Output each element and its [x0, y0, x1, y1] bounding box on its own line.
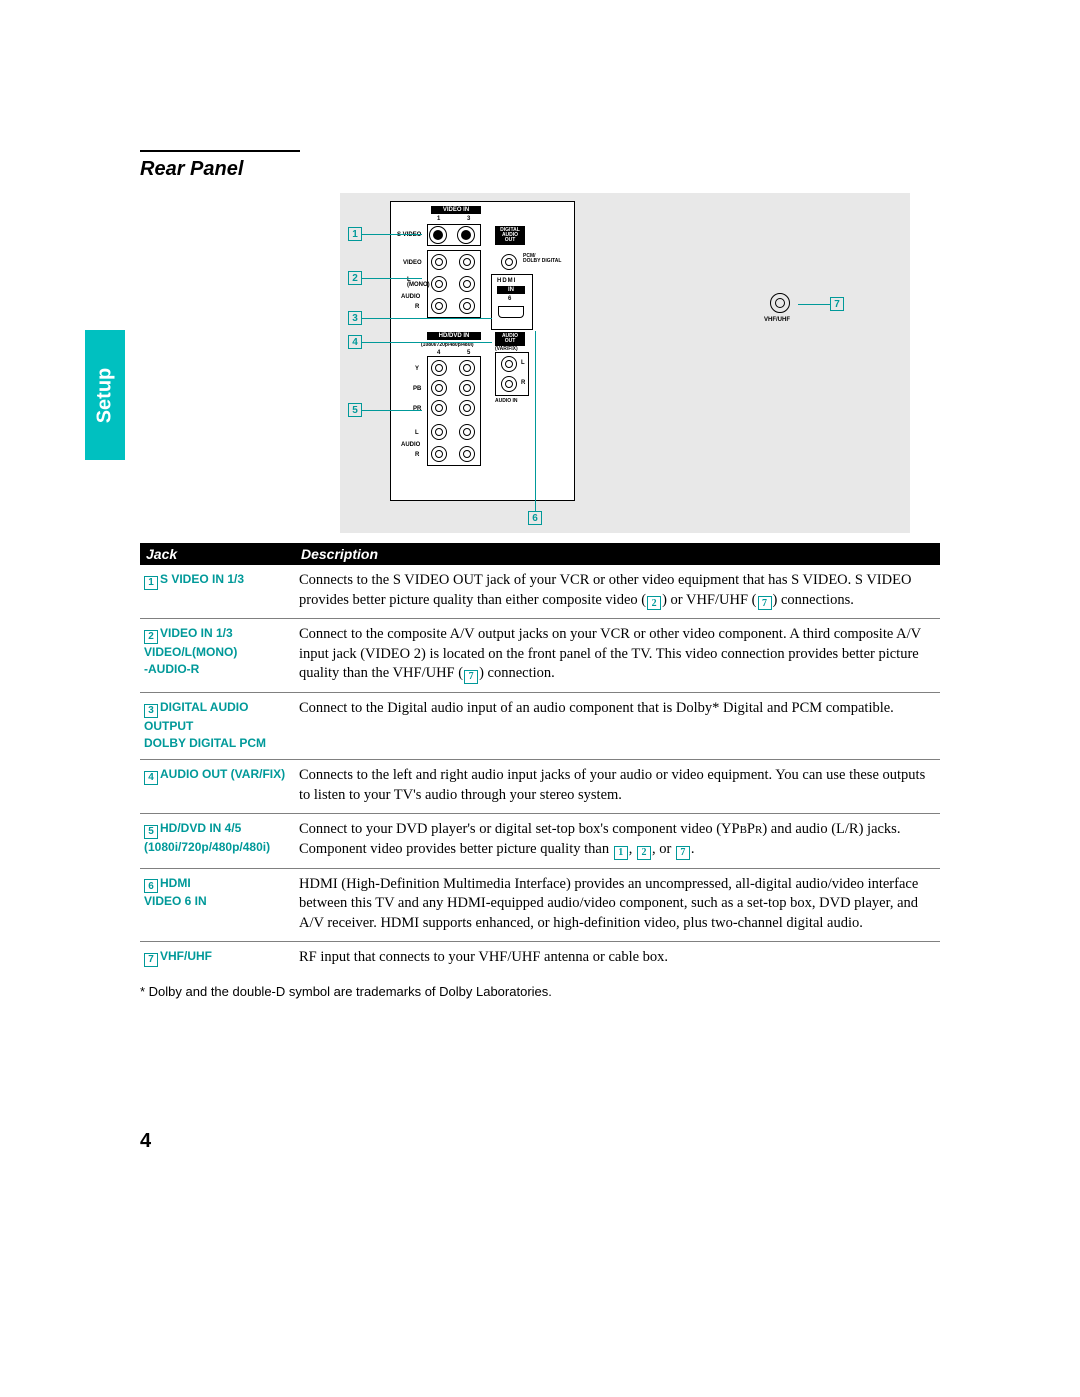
label-hddvd: HD/DVD IN: [427, 332, 481, 340]
table-row: 6HDMIVIDEO 6 INHDMI (High-Definition Mul…: [140, 868, 940, 942]
jack-label: S VIDEO IN 1/3: [160, 572, 244, 586]
section-tab: Setup: [85, 330, 125, 460]
callout-5: 5: [348, 403, 362, 417]
jack-cell: 6HDMIVIDEO 6 IN: [140, 868, 295, 942]
jack-label: AUDIO OUT (VAR/FIX): [160, 767, 285, 781]
jack-label: DIGITAL AUDIO OUTPUTDOLBY DIGITAL PCM: [144, 700, 266, 749]
description-cell: Connect to your DVD player's or digital …: [295, 814, 940, 868]
label-audio2: AUDIO: [401, 442, 420, 448]
callout-7: 7: [830, 297, 844, 311]
page-content: Rear Panel VIDEO IN 1 3 S VIDEO VIDEO L(…: [140, 150, 940, 999]
label-video: VIDEO: [403, 260, 422, 266]
th-jack: Jack: [140, 543, 295, 565]
jack-digital-audio: [501, 254, 517, 270]
lead-3: [362, 318, 492, 319]
label-l2: L: [415, 430, 419, 436]
title-rule: [140, 150, 300, 152]
table-row: 2VIDEO IN 1/3VIDEO/L(MONO)-AUDIO-RConnec…: [140, 619, 940, 693]
audio-out-frame: [495, 352, 529, 396]
page-title: Rear Panel: [140, 158, 940, 181]
callout-4: 4: [348, 335, 362, 349]
jack-number-box: 1: [144, 576, 158, 590]
inline-ref-box: 2: [647, 596, 661, 610]
rear-panel-diagram: VIDEO IN 1 3 S VIDEO VIDEO L(MONO) AUDIO…: [340, 193, 910, 533]
label-svideo: S VIDEO: [397, 232, 421, 238]
section-tab-label: Setup: [94, 367, 117, 423]
jack-cell: 2VIDEO IN 1/3VIDEO/L(MONO)-AUDIO-R: [140, 619, 295, 693]
footnote: * Dolby and the double-D symbol are trad…: [140, 984, 940, 999]
jack-cell: 7VHF/UHF: [140, 942, 295, 976]
callout-2: 2: [348, 271, 362, 285]
page-number: 4: [140, 1130, 151, 1153]
lead-7: [798, 304, 830, 305]
label-video-in: VIDEO IN: [431, 206, 481, 214]
callout-6: 6: [528, 511, 542, 525]
jack-cell: 3DIGITAL AUDIO OUTPUTDOLBY DIGITAL PCM: [140, 693, 295, 760]
label-audio-in: AUDIO IN: [495, 398, 518, 404]
hddvd-frame: [427, 356, 481, 466]
label-r: R: [415, 304, 419, 310]
label-r2: R: [415, 452, 419, 458]
vhf-jack: [770, 293, 790, 313]
label-pcm: PCM/DOLBY DIGITAL: [523, 254, 561, 264]
table-row: 3DIGITAL AUDIO OUTPUTDOLBY DIGITAL PCMCo…: [140, 693, 940, 760]
callout-1: 1: [348, 227, 362, 241]
description-cell: Connect to the Digital audio input of an…: [295, 693, 940, 760]
col-3: 3: [467, 216, 470, 222]
jack-cell: 5HD/DVD IN 4/5(1080i/720p/480p/480i): [140, 814, 295, 868]
jack-description-table: Jack Description 1S VIDEO IN 1/3Connects…: [140, 543, 940, 976]
jack-number-box: 4: [144, 771, 158, 785]
callout-3: 3: [348, 311, 362, 325]
jack-number-box: 2: [144, 630, 158, 644]
hdmi-frame: [491, 274, 533, 330]
inline-ref-box: 7: [758, 596, 772, 610]
jack-label: VHF/UHF: [160, 949, 212, 963]
table-row: 7VHF/UHFRF input that connects to your V…: [140, 942, 940, 976]
col-1: 1: [437, 216, 440, 222]
lead-2: [362, 278, 422, 279]
th-description: Description: [295, 543, 940, 565]
label-audio: AUDIO: [401, 294, 420, 300]
svideo-frame: [427, 224, 481, 246]
jack-number-box: 6: [144, 879, 158, 893]
av-frame: [427, 250, 481, 318]
description-cell: Connects to the S VIDEO OUT jack of your…: [295, 565, 940, 619]
jack-label: HD/DVD IN 4/5(1080i/720p/480p/480i): [144, 821, 270, 854]
inline-ref-box: 7: [676, 846, 690, 860]
description-cell: Connect to the composite A/V output jack…: [295, 619, 940, 693]
label-pr: PR: [413, 406, 421, 412]
connector-panel: VIDEO IN 1 3 S VIDEO VIDEO L(MONO) AUDIO…: [390, 201, 575, 501]
jack-table: Jack Description 1S VIDEO IN 1/3Connects…: [140, 543, 940, 976]
table-row: 5HD/DVD IN 4/5(1080i/720p/480p/480i)Conn…: [140, 814, 940, 868]
jack-number-box: 7: [144, 953, 158, 967]
jack-number-box: 5: [144, 825, 158, 839]
inline-ref-box: 2: [637, 846, 651, 860]
label-y: Y: [415, 366, 419, 372]
description-cell: Connects to the left and right audio inp…: [295, 760, 940, 814]
table-row: 1S VIDEO IN 1/3Connects to the S VIDEO O…: [140, 565, 940, 619]
lead-5: [362, 410, 422, 411]
jack-number-box: 3: [144, 704, 158, 718]
label-digital-audio-out: DIGITALAUDIOOUT: [495, 226, 525, 245]
description-cell: RF input that connects to your VHF/UHF a…: [295, 942, 940, 976]
lead-4: [362, 342, 492, 343]
inline-ref-box: 7: [464, 670, 478, 684]
label-audio-out: AUDIOOUT: [495, 332, 525, 346]
inline-ref-box: 1: [614, 846, 628, 860]
lead-1: [362, 234, 422, 235]
table-row: 4AUDIO OUT (VAR/FIX)Connects to the left…: [140, 760, 940, 814]
jack-cell: 4AUDIO OUT (VAR/FIX): [140, 760, 295, 814]
label-vhfuhf: VHF/UHF: [764, 317, 790, 323]
lead-6: [535, 331, 536, 511]
description-cell: HDMI (High-Definition Multimedia Interfa…: [295, 868, 940, 942]
label-pb: PB: [413, 386, 421, 392]
jack-cell: 1S VIDEO IN 1/3: [140, 565, 295, 619]
